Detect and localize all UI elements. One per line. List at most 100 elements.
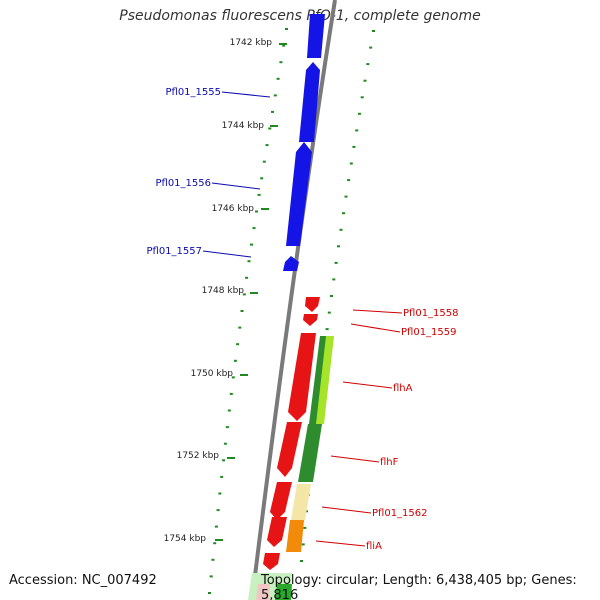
minor-tick-dot: [360, 96, 364, 99]
minor-tick-dot: [225, 426, 229, 429]
label-leader: [352, 309, 403, 314]
gene-label-pfl01-1557[interactable]: Pfl01_1557: [146, 246, 202, 257]
tick-label: 1754 kbp: [164, 534, 207, 544]
minor-tick-dot: [265, 144, 269, 147]
minor-tick-dot: [255, 210, 258, 213]
minor-tick-dot: [231, 376, 235, 379]
label-leader: [342, 381, 393, 389]
minor-tick-dot: [227, 409, 231, 412]
minor-tick-dot: [332, 278, 336, 281]
minor-tick-dot: [260, 177, 264, 180]
minor-tick-dot: [223, 442, 227, 445]
genome-backbone: [250, 0, 337, 600]
minor-tick-dot: [349, 162, 353, 165]
minor-tick-dot: [301, 543, 305, 546]
feature-block-next-green: [275, 584, 292, 600]
tick-label: 1746 kbp: [212, 204, 255, 214]
minor-tick-dot: [229, 392, 233, 395]
forward-strand-features: [283, 14, 325, 271]
gene-arrow-pfl01-1559[interactable]: [303, 314, 318, 326]
gene-arrow-pfl01-1558[interactable]: [305, 297, 320, 312]
gene-label-pfl01-1556[interactable]: Pfl01_1556: [155, 178, 211, 189]
minor-tick-dot: [337, 245, 340, 248]
gene-arrow-pfl01-1556[interactable]: [286, 142, 312, 246]
minor-tick-dot: [208, 592, 211, 594]
gene-arrow-flhf[interactable]: [277, 422, 302, 477]
minor-tick-dot: [216, 509, 220, 512]
minor-tick-dot: [344, 195, 348, 198]
minor-tick-dot: [242, 293, 246, 296]
minor-tick-dot: [305, 510, 308, 513]
minor-tick-dot: [300, 560, 303, 562]
minor-tick-dot: [252, 227, 256, 230]
minor-tick-dot: [327, 311, 331, 314]
tick-label: 1748 kbp: [202, 286, 245, 296]
gene-label-flhf[interactable]: flhF: [380, 457, 399, 468]
minor-tick-dot: [273, 94, 277, 97]
label-leader: [211, 182, 261, 190]
minor-tick-dot: [238, 326, 242, 329]
minor-tick-dot: [236, 343, 240, 346]
feature-block-next-pink: [256, 584, 270, 600]
minor-tick-dot: [262, 160, 266, 163]
label-leader: [321, 506, 372, 514]
gene-arrow-pfl01-1557[interactable]: [283, 256, 299, 271]
gene-arrow-pfl01-1555[interactable]: [299, 62, 320, 142]
feature-block-flhf: [298, 424, 322, 482]
minor-tick-dot: [257, 193, 261, 196]
minor-tick-dot: [247, 260, 251, 263]
minor-tick-dot: [352, 145, 356, 148]
minor-tick-dot: [282, 44, 286, 47]
minor-tick-dot: [222, 459, 226, 462]
minor-tick-dot: [339, 228, 343, 231]
gene-label-pfl01-1559[interactable]: Pfl01_1559: [401, 327, 457, 338]
label-leader: [350, 323, 401, 333]
feature-block-flha-dark: [309, 336, 328, 424]
minor-tick-dot: [330, 295, 333, 297]
minor-tick-dot: [214, 525, 218, 528]
gene-arrow-pfl01-1562[interactable]: [270, 482, 292, 520]
minor-tick-dot: [372, 30, 375, 32]
minor-tick-dot: [285, 28, 288, 30]
minor-tick-dot: [209, 575, 213, 578]
minor-tick-dot: [250, 243, 253, 246]
tick-label: 1752 kbp: [177, 451, 220, 461]
minor-tick-dot: [279, 61, 283, 64]
gene-arrow-flia[interactable]: [267, 517, 287, 547]
minor-tick-dot: [268, 127, 272, 130]
feature-block-flia: [286, 520, 304, 552]
minor-tick-dot: [240, 310, 244, 312]
gene-label-flia[interactable]: fliA: [366, 541, 382, 552]
inner-tick-arc: [208, 28, 288, 594]
gene-label-flha[interactable]: flhA: [393, 383, 413, 394]
minor-tick-dot: [220, 475, 224, 478]
minor-tick-dot: [342, 212, 345, 215]
label-leader: [221, 91, 271, 98]
minor-tick-dot: [271, 110, 274, 113]
gene-label-pfl01-1562[interactable]: Pfl01_1562: [372, 508, 428, 519]
gene-label-pfl01-1558[interactable]: Pfl01_1558: [403, 308, 459, 319]
minor-tick-dot: [245, 276, 249, 279]
minor-tick-dot: [213, 542, 217, 545]
gene-arrow-pfl01-1554[interactable]: [307, 14, 325, 58]
label-leader: [315, 540, 366, 547]
minor-tick-dot: [303, 526, 307, 529]
feature-block-pfl01-1562: [291, 484, 311, 520]
gene-arrow-next-a[interactable]: [263, 553, 280, 570]
coordinate-ticks: 1742 kbp 1744 kbp 1746 kbp 1748 kbp 1750…: [164, 38, 287, 544]
tick-label: 1750 kbp: [191, 369, 234, 379]
forward-gene-labels: Pfl01_1555 Pfl01_1556 Pfl01_1557: [146, 87, 271, 258]
feature-block-flha-light: [316, 336, 334, 424]
gene-label-pfl01-1555[interactable]: Pfl01_1555: [165, 87, 221, 98]
accession-text: Accession: NC_007492: [9, 573, 157, 588]
minor-tick-dot: [355, 129, 359, 132]
minor-tick-dot: [325, 328, 329, 331]
gene-arrow-flha[interactable]: [288, 333, 316, 421]
minor-tick-dot: [357, 112, 361, 115]
minor-tick-dot: [369, 46, 373, 49]
minor-tick-dot: [211, 558, 215, 561]
minor-tick-dot: [334, 261, 338, 264]
map-title: Pseudomonas fluorescens PfO-1, complete …: [119, 8, 481, 24]
